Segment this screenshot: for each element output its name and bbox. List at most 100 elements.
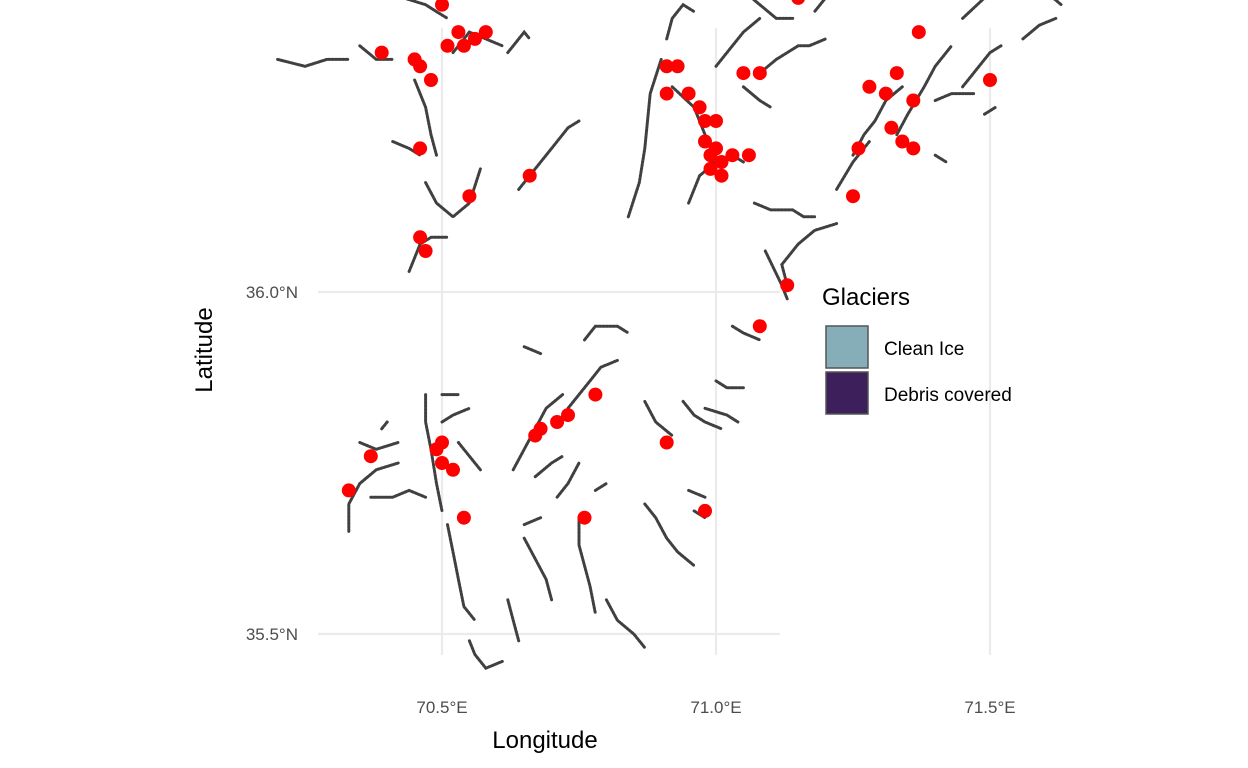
glacier-point	[906, 93, 921, 108]
glacier-outline	[358, 441, 400, 451]
y-tick-label: 35.5°N	[246, 625, 298, 644]
y-axis-ticks: 35.5°N36.0°N36.5°N37.0°N	[246, 283, 298, 644]
glacier-outline	[522, 536, 554, 602]
glacier-point	[435, 0, 449, 12]
glacier-point	[698, 114, 712, 128]
glacier-outline	[687, 488, 707, 499]
glacier-outline	[555, 461, 581, 499]
glacier-outline	[276, 57, 351, 68]
glacier-point	[446, 462, 460, 477]
glacier-outline	[626, 57, 663, 219]
glacier-outline	[347, 461, 400, 533]
glacier-point	[341, 483, 356, 498]
glacier-point	[889, 66, 904, 81]
glacier-outline	[780, 222, 839, 287]
glacier-point	[413, 141, 428, 156]
glacier-point	[670, 59, 685, 74]
glacier-outline	[583, 324, 630, 342]
glacier-outline	[467, 639, 504, 671]
glacier-point	[413, 59, 428, 74]
glacier-point	[709, 141, 723, 156]
glacier-outline	[933, 92, 976, 102]
glacier-outline	[752, 201, 817, 219]
glacier-point	[451, 25, 466, 40]
glacier-point	[413, 230, 428, 245]
glacier-outline	[961, 44, 1003, 89]
glacier-outline	[577, 516, 597, 615]
glacier-outline	[758, 37, 828, 75]
glacier-outline	[961, 0, 985, 20]
glacier-point	[478, 25, 493, 40]
glacier-point	[577, 510, 592, 525]
legend-title: Glaciers	[822, 284, 910, 311]
glacier-point	[424, 73, 438, 87]
glacier-point	[456, 38, 471, 53]
glacier-outline	[522, 345, 543, 356]
glacier-outline	[751, 0, 795, 20]
glacier-outline	[380, 420, 389, 431]
glacier-point	[709, 114, 723, 128]
legend-swatch-debris-covered	[825, 371, 869, 415]
glacier-point	[698, 503, 712, 518]
x-tick-label: 71.0°E	[690, 698, 741, 717]
glacier-point	[429, 442, 444, 457]
glacier-point	[681, 86, 696, 101]
glacier-outline	[506, 598, 521, 643]
glacier-point	[456, 510, 471, 525]
glacier-outline	[703, 406, 740, 424]
glacier-outline	[522, 516, 543, 527]
glacier-outlines	[276, 0, 1063, 671]
glacier-point	[752, 319, 767, 334]
glacier-outline	[643, 399, 674, 438]
glacier-outline	[369, 488, 428, 499]
glacier-point	[741, 148, 756, 163]
legend-label-clean-ice: Clean Ice	[884, 339, 964, 360]
glacier-point	[736, 66, 751, 81]
glacier-point	[659, 435, 674, 450]
glacier-point	[467, 31, 482, 46]
glacier-outline	[933, 153, 948, 164]
glacier-point	[435, 456, 449, 470]
glacier-point	[884, 120, 899, 135]
legend-label-debris-covered: Debris covered	[884, 385, 1012, 406]
glacier-point	[440, 38, 455, 53]
x-tick-label: 71.5°E	[964, 698, 1015, 717]
glacier-outline	[440, 406, 471, 424]
glacier-outline	[983, 105, 997, 116]
glacier-point	[528, 428, 543, 443]
glacier-point	[698, 134, 712, 149]
glacier-point	[714, 168, 729, 183]
glacier-point	[374, 45, 389, 60]
glacier-outline	[566, 358, 619, 410]
glacier-point	[561, 408, 575, 423]
glacier-point	[659, 86, 674, 101]
glacier-point	[703, 161, 718, 176]
glacier-point	[983, 73, 997, 87]
glacier-point	[906, 141, 921, 156]
glacier-outline	[456, 441, 482, 472]
gridlines	[318, 28, 992, 655]
glacier-point	[846, 189, 860, 204]
y-axis-title: Latitude	[191, 307, 218, 392]
glacier-point	[862, 79, 877, 94]
glacier-outline	[681, 399, 723, 431]
glacier-point	[588, 387, 603, 402]
glacier-outline	[895, 44, 954, 137]
glacier-point	[878, 86, 893, 101]
glacier-outline	[413, 78, 438, 157]
glacier-point	[714, 155, 729, 169]
glacier-outline	[604, 598, 647, 650]
x-axis-title: Longitude	[492, 727, 597, 754]
glacier-outline	[730, 324, 762, 342]
glacier-point	[791, 0, 805, 5]
glacier-outline	[665, 2, 696, 41]
glacier-point	[752, 66, 767, 81]
glacier-outline	[358, 44, 395, 61]
glacier-outline	[813, 0, 826, 14]
glacier-outline	[741, 85, 773, 109]
glacier-outline	[405, 0, 449, 20]
glacier-point	[851, 141, 866, 156]
glacier-outline	[533, 454, 565, 479]
